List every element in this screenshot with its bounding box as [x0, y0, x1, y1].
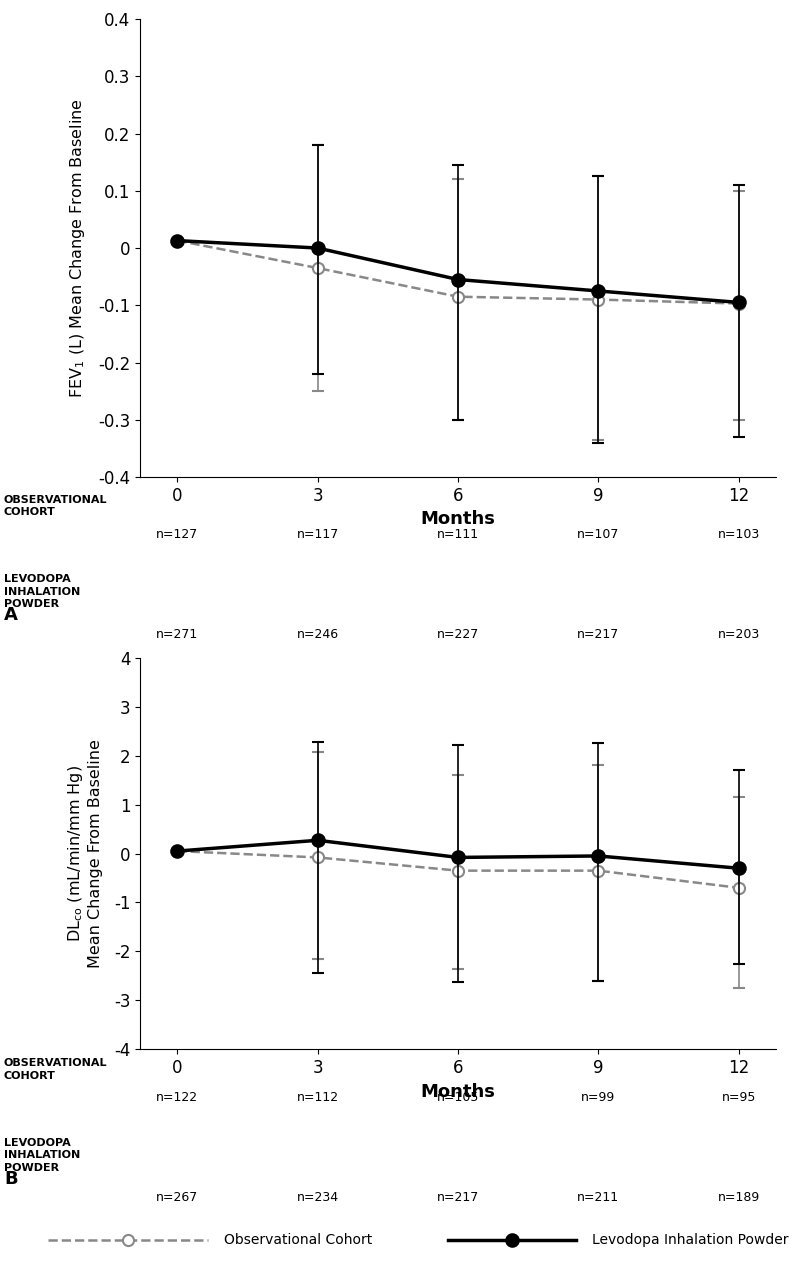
Text: n=211: n=211: [578, 1192, 619, 1205]
Text: B: B: [4, 1170, 18, 1188]
Text: n=189: n=189: [718, 1192, 760, 1205]
Text: n=267: n=267: [156, 1192, 198, 1205]
Text: n=107: n=107: [577, 528, 619, 541]
Text: n=271: n=271: [156, 628, 198, 641]
Text: OBSERVATIONAL
COHORT: OBSERVATIONAL COHORT: [4, 495, 107, 518]
Text: n=217: n=217: [577, 628, 619, 641]
Text: n=105: n=105: [437, 1091, 479, 1104]
X-axis label: Months: Months: [421, 510, 495, 528]
X-axis label: Months: Months: [421, 1082, 495, 1100]
Text: n=217: n=217: [437, 1192, 479, 1205]
Text: n=122: n=122: [156, 1091, 198, 1104]
Y-axis label: FEV$_1$ (L) Mean Change From Baseline: FEV$_1$ (L) Mean Change From Baseline: [68, 98, 87, 398]
Text: Levodopa Inhalation Powder: Levodopa Inhalation Powder: [592, 1233, 789, 1248]
Text: n=111: n=111: [437, 528, 479, 541]
Text: n=234: n=234: [297, 1192, 338, 1205]
Text: n=95: n=95: [722, 1091, 756, 1104]
Text: Observational Cohort: Observational Cohort: [224, 1233, 372, 1248]
Text: OBSERVATIONAL
COHORT: OBSERVATIONAL COHORT: [4, 1058, 107, 1081]
Text: A: A: [4, 607, 18, 625]
Text: n=127: n=127: [156, 528, 198, 541]
Text: n=103: n=103: [718, 528, 760, 541]
Text: LEVODOPA
INHALATION
POWDER: LEVODOPA INHALATION POWDER: [4, 1138, 80, 1173]
Text: n=112: n=112: [297, 1091, 338, 1104]
Text: n=203: n=203: [718, 628, 760, 641]
Y-axis label: DL$_{\mathrm{co}}$ (mL/min/mm Hg)
Mean Change From Baseline: DL$_{\mathrm{co}}$ (mL/min/mm Hg) Mean C…: [66, 739, 102, 968]
Text: n=227: n=227: [437, 628, 479, 641]
Text: n=246: n=246: [297, 628, 338, 641]
Text: n=99: n=99: [581, 1091, 615, 1104]
Text: n=117: n=117: [297, 528, 339, 541]
Text: LEVODOPA
INHALATION
POWDER: LEVODOPA INHALATION POWDER: [4, 575, 80, 609]
